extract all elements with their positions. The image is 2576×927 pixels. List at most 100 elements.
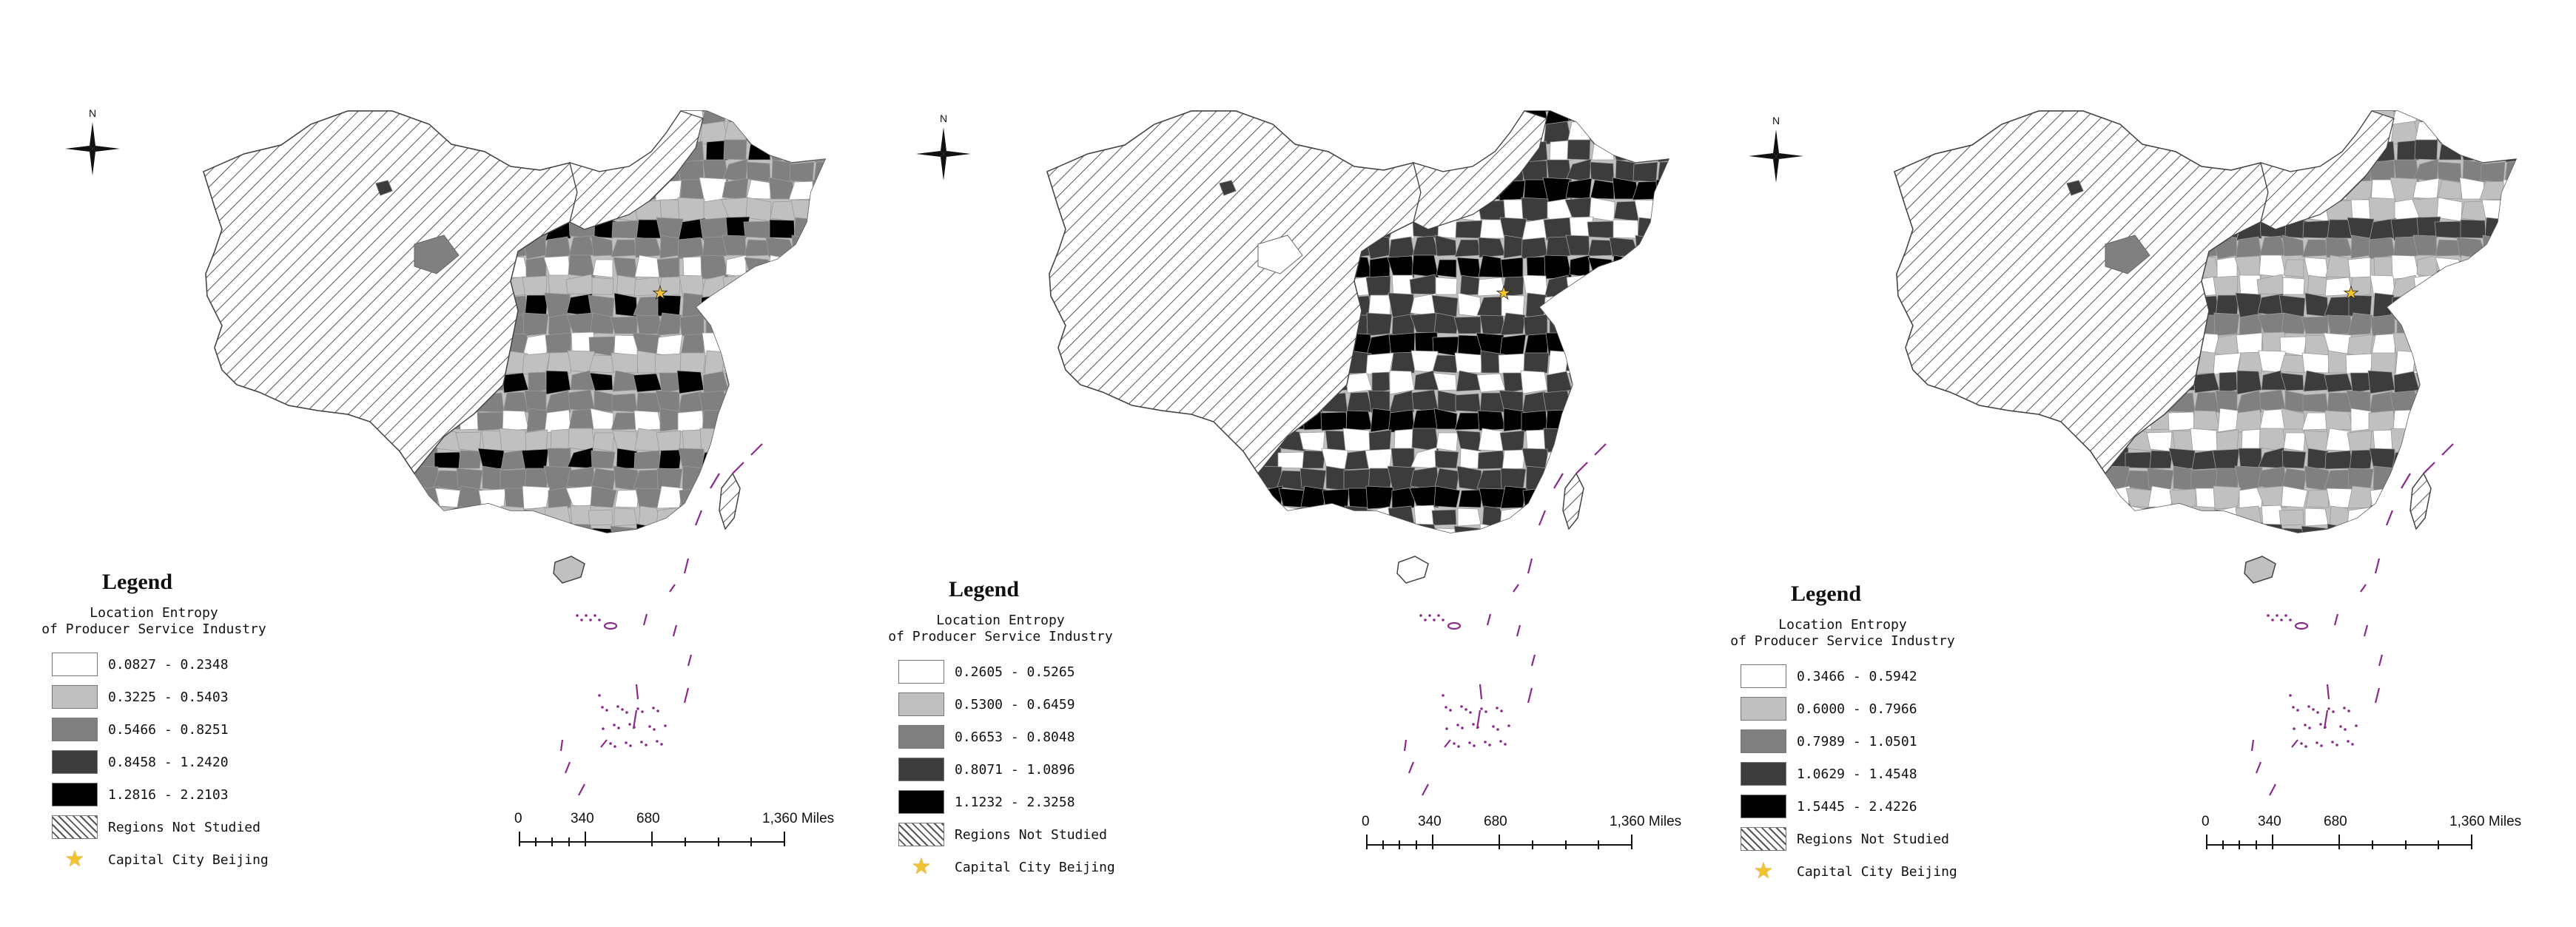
hainan-island [1396, 556, 1429, 584]
island-dot [1461, 727, 1464, 729]
prefecture-cell [1232, 525, 1257, 533]
prefecture-cell [2234, 465, 2263, 491]
prefecture-cell [1190, 525, 1215, 533]
prefecture-cell [1076, 409, 1106, 434]
star-icon: ★ [1753, 859, 1774, 883]
island-dash [1422, 783, 1429, 796]
prefecture-cell [414, 235, 460, 274]
prefecture-cell [2457, 488, 2486, 508]
prefecture-cell [1928, 545, 1953, 567]
prefecture-cell [789, 121, 813, 144]
china-map: ★ [203, 110, 827, 796]
prefecture-cell [2283, 259, 2304, 278]
prefecture-cell [2258, 447, 2287, 469]
prefecture-cell [1590, 352, 1616, 374]
prefecture-cell [566, 120, 596, 144]
legend-class-4: 1.0629 - 1.4548 [1741, 758, 2028, 790]
prefecture-cell [1145, 428, 1173, 452]
prefecture-cell [1454, 352, 1483, 374]
prefecture-cell [1458, 119, 1482, 144]
prefecture-cell [1610, 277, 1639, 296]
prefecture-cell [1479, 523, 1506, 533]
prefecture-cell [749, 111, 771, 122]
island-dot [598, 618, 601, 621]
prefecture-cell [2481, 546, 2504, 565]
prefecture-cell [2479, 294, 2506, 317]
prefecture-cell [1047, 235, 1057, 259]
prefecture-cell [677, 237, 704, 260]
island-dot [1457, 745, 1460, 748]
legend-subtitle-2: of Producer Service Industry [888, 629, 1113, 644]
prefecture-cell [2237, 351, 2264, 376]
prefecture-cell [723, 312, 749, 334]
prefecture-cell [2280, 546, 2304, 564]
prefecture-cell [1453, 316, 1482, 334]
island-dash [1479, 684, 1483, 700]
prefecture-cell [788, 294, 815, 317]
prefecture-cell [590, 485, 617, 508]
prefecture-cell [1524, 506, 1548, 529]
island-dot [625, 741, 628, 744]
island-dot [1464, 708, 1467, 711]
prefecture-cell [767, 428, 796, 452]
prefecture-cell [588, 509, 613, 526]
prefecture-cell [611, 143, 638, 161]
prefecture-cell [2239, 274, 2262, 299]
prefecture-cell [2371, 506, 2395, 529]
prefecture-cell [2480, 334, 2507, 357]
prefecture-cell [2213, 111, 2238, 125]
prefecture-cell [633, 547, 662, 565]
prefecture-cell [1611, 254, 1639, 278]
prefecture-cell [1946, 466, 1974, 491]
island-dot [660, 743, 663, 746]
island-dot [2347, 709, 2350, 712]
legend-class-3: 0.5466 - 0.8251 [52, 713, 339, 746]
island-dot [2339, 725, 2342, 728]
prefecture-cell [1057, 525, 1082, 533]
prefecture-cell [655, 526, 680, 533]
swatch [898, 790, 944, 814]
prefecture-cell [327, 546, 347, 565]
prefecture-cell [790, 408, 814, 431]
island-dot [1437, 614, 1440, 617]
prefecture-cell [2438, 317, 2462, 334]
prefecture-cell [677, 197, 705, 222]
prefecture-cell [2413, 274, 2438, 295]
prefecture-cell [724, 293, 748, 317]
prefecture-cell [744, 508, 771, 526]
prefecture-cell [1565, 235, 1590, 256]
prefecture-cell [1081, 545, 1106, 567]
prefecture-cell [1903, 465, 1930, 491]
prefecture-cell [1410, 312, 1439, 334]
island-dot [2289, 694, 2292, 697]
region-not-studied [569, 110, 704, 230]
prefecture-cell [2239, 111, 2262, 126]
prefecture-cell [255, 466, 283, 491]
prefecture-cell [1590, 161, 1615, 183]
prefecture-cell [2481, 485, 2508, 508]
prefecture-cell [1047, 199, 1060, 222]
prefecture-cell [2370, 487, 2397, 510]
china-map: ★ [1894, 110, 2518, 796]
prefecture-cell [2482, 450, 2506, 470]
island-dash [1538, 510, 1547, 526]
prefecture-cell [1078, 523, 1106, 533]
prefecture-cell [2016, 450, 2040, 470]
island-dot [2304, 745, 2307, 748]
prefecture-cell [525, 256, 547, 279]
prefecture-cell [676, 370, 704, 394]
prefecture-cell [2079, 545, 2105, 567]
swatch [1741, 697, 1786, 721]
prefecture-cell [2347, 334, 2374, 357]
prefecture-cell [1633, 312, 1659, 335]
prefecture-cell [2412, 235, 2438, 256]
prefecture-cell [1994, 488, 2020, 508]
island-dot [2293, 727, 2296, 730]
prefecture-cell [1653, 488, 1669, 509]
prefecture-cell [788, 354, 817, 374]
prefecture-cell [768, 410, 796, 431]
prefecture-cell [232, 409, 263, 434]
prefecture-cell [1455, 220, 1483, 239]
prefecture-cell [1477, 410, 1506, 431]
prefecture-cell [1260, 111, 1282, 121]
